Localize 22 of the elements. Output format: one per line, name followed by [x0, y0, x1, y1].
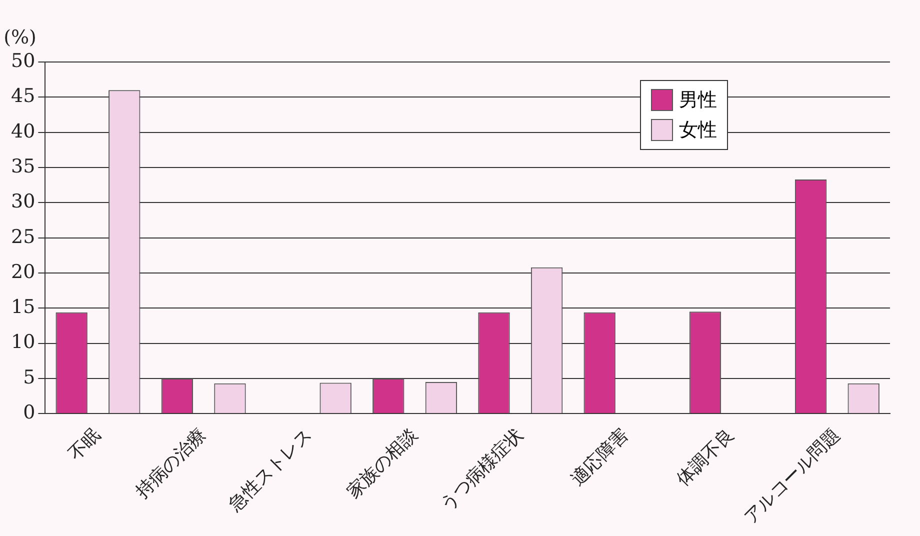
- x-tick-label: 体調不良: [672, 424, 738, 490]
- x-tick-label: 持病の治療: [132, 424, 210, 503]
- x-tick-label: 適応障害: [567, 424, 633, 490]
- x-tick-label: うつ病様症状: [436, 424, 528, 516]
- x-tick-label: 家族の相談: [343, 424, 422, 503]
- y-tick-label: 45: [10, 85, 36, 108]
- y-tick-label: 25: [10, 226, 36, 248]
- x-tick-label: 不眠: [64, 424, 105, 465]
- legend-label: 男性: [679, 88, 717, 113]
- y-tick-label: 50: [10, 50, 36, 72]
- y-tick-label: 30: [10, 190, 36, 213]
- x-tick-label: アルコール問題: [740, 424, 844, 528]
- y-tick-label: 5: [23, 366, 36, 388]
- y-tick-label: 35: [10, 155, 36, 178]
- x-tick-label: 急性ストレス: [224, 424, 316, 516]
- y-tick-label: 15: [10, 296, 36, 318]
- y-tick-label: 0: [23, 402, 36, 424]
- legend-label: 女性: [679, 118, 717, 143]
- y-tick-label: 40: [10, 120, 36, 142]
- y-tick-label: 20: [10, 260, 36, 283]
- y-axis-title: (%): [4, 26, 36, 48]
- y-tick-label: 10: [10, 331, 36, 354]
